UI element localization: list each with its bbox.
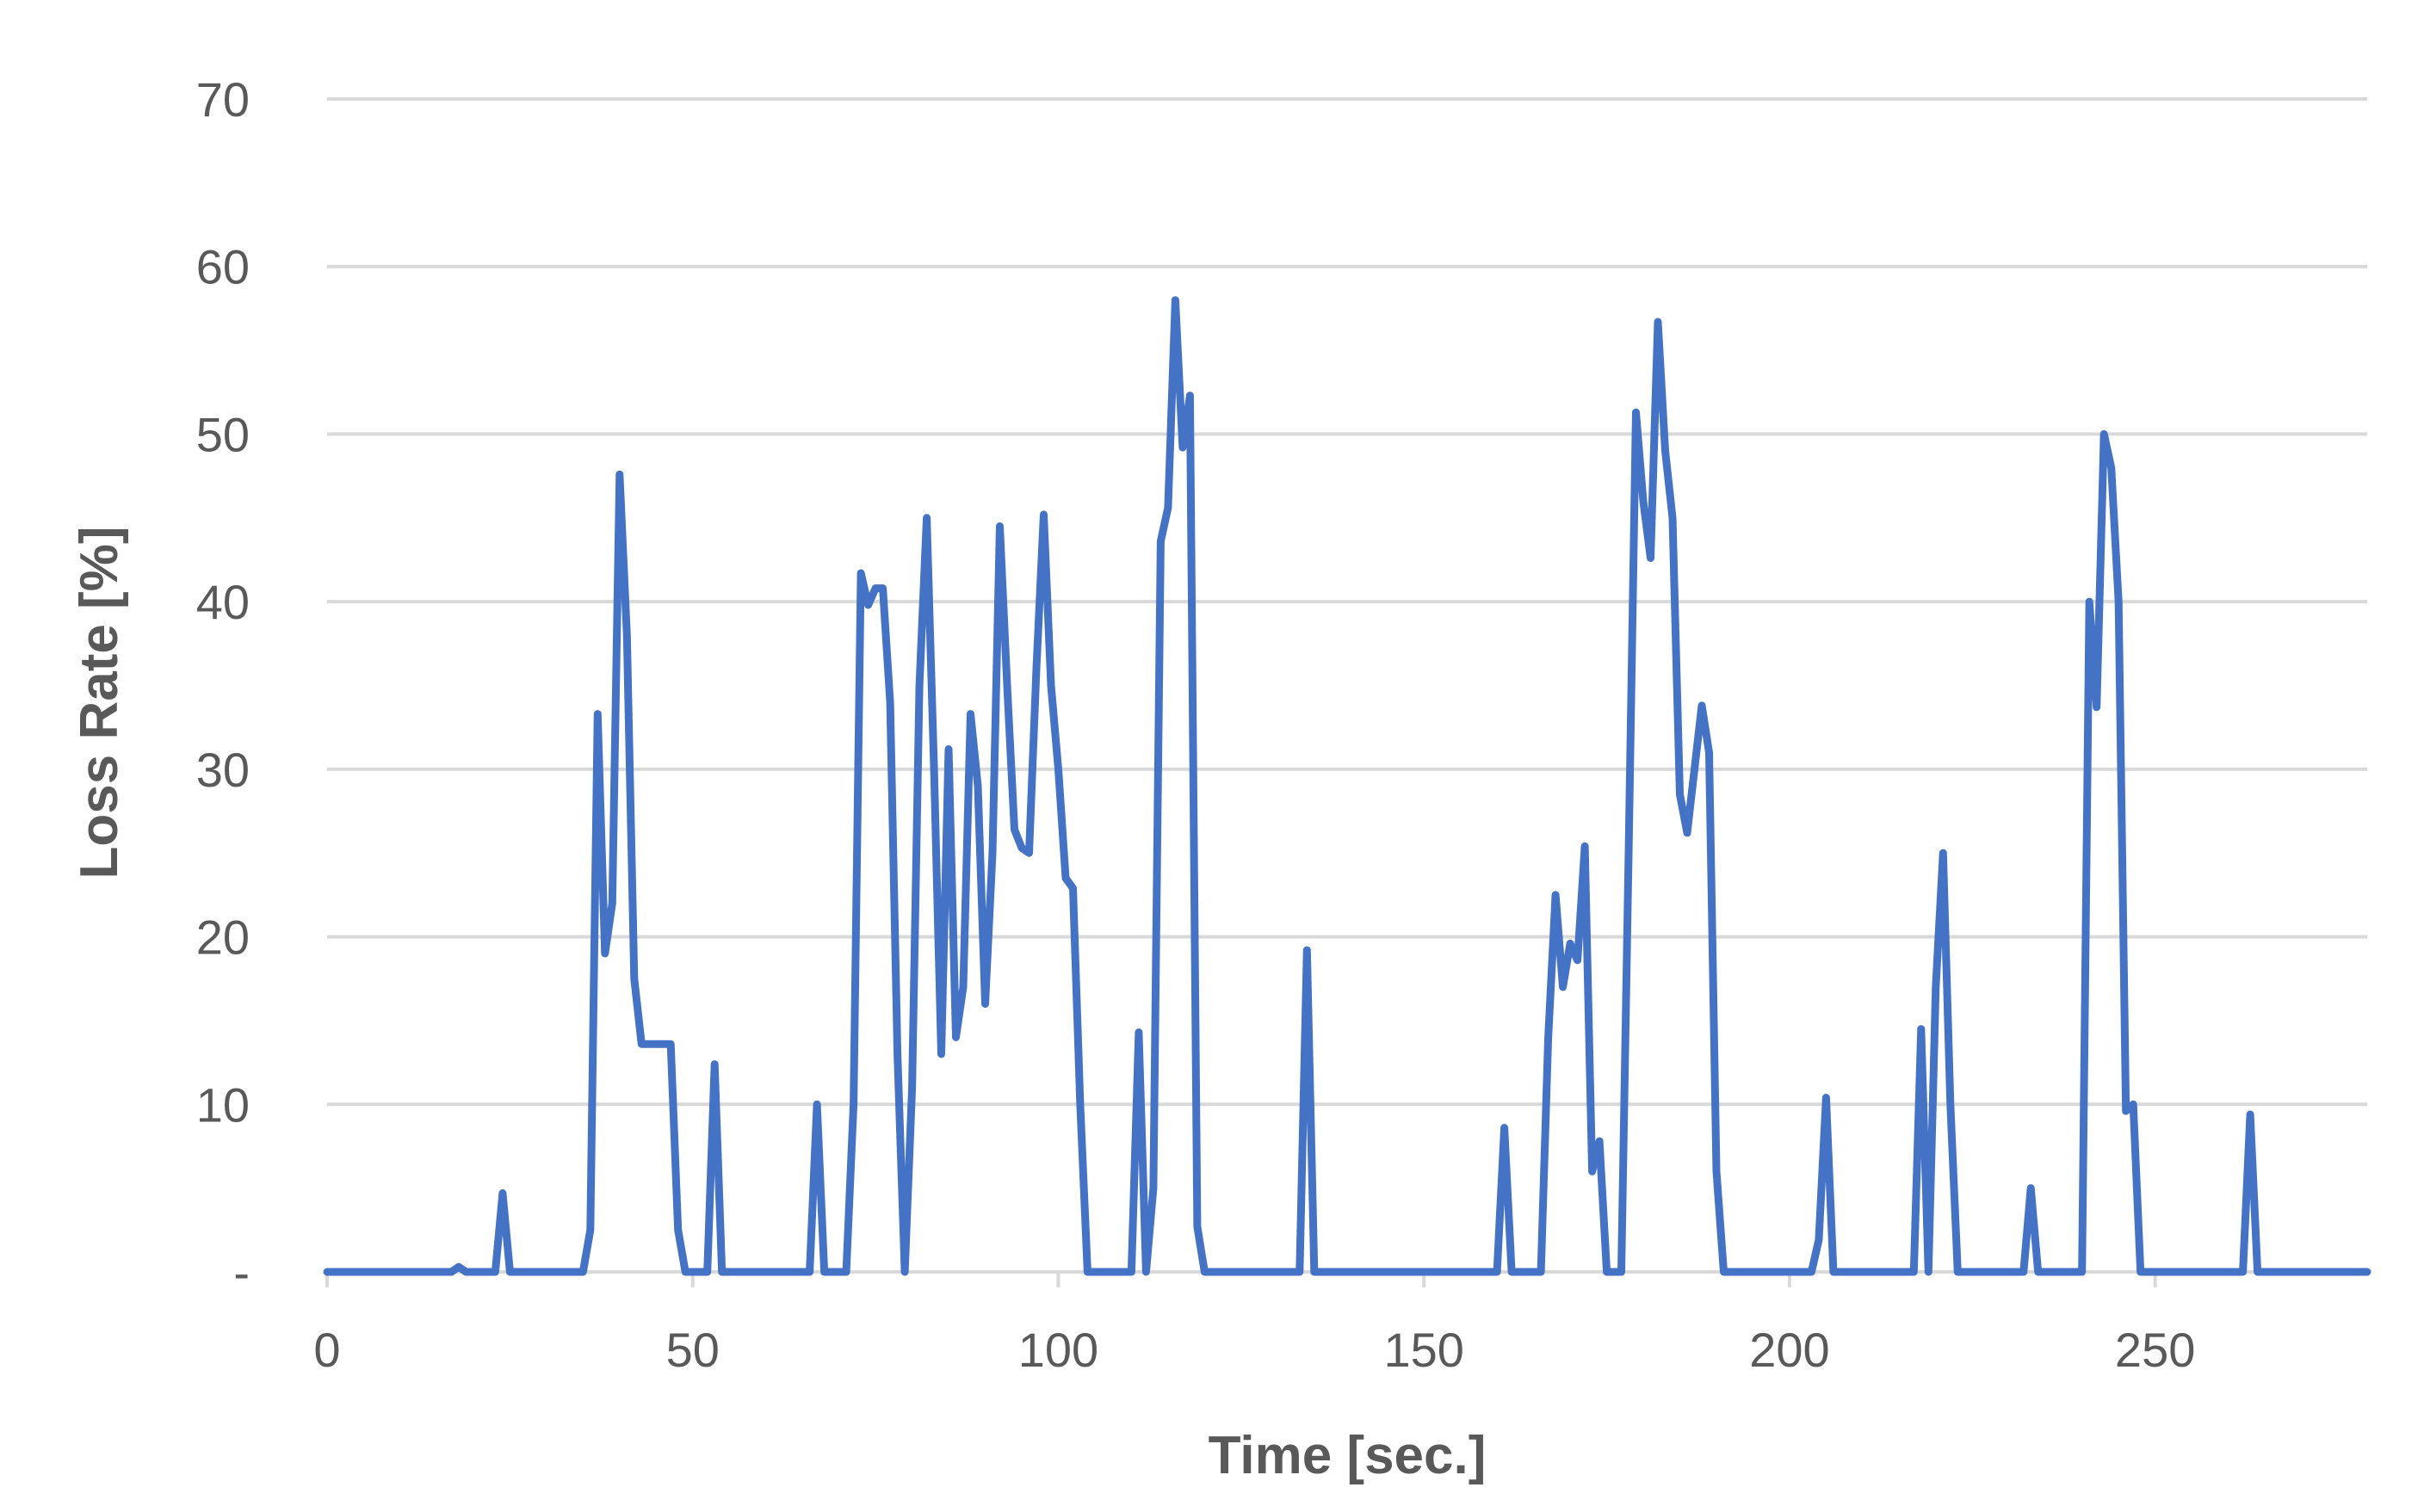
y-axis-title: Loss Rate [%] — [70, 527, 129, 879]
y-axis-ticks: - 10 20 30 40 50 60 70 — [196, 72, 250, 1299]
y-tick-label: 10 — [196, 1077, 250, 1132]
x-tick-label: 200 — [1749, 1323, 1829, 1377]
y-tick-label: 70 — [196, 72, 250, 127]
x-tick-label: 0 — [313, 1323, 340, 1377]
x-tick-label: 100 — [1018, 1323, 1098, 1377]
series-line-0 — [323, 296, 2371, 1276]
x-tick-label: 150 — [1383, 1323, 1463, 1377]
y-tick-label: 50 — [196, 407, 250, 461]
gridlines — [327, 97, 2367, 1274]
y-tick-label: 40 — [196, 575, 250, 629]
series-group — [323, 296, 2371, 1276]
x-axis-title: Time [sec.] — [1209, 1426, 1487, 1485]
y-tick-label: 20 — [196, 910, 250, 965]
y-tick-label: - — [233, 1245, 250, 1299]
y-tick-label: 30 — [196, 743, 250, 797]
y-tick-label: 60 — [196, 240, 250, 294]
x-tick-label: 50 — [666, 1323, 720, 1377]
x-tick-label: 250 — [2115, 1323, 2195, 1377]
x-axis-ticks: 0 50 100 150 200 250 — [313, 1272, 2195, 1377]
